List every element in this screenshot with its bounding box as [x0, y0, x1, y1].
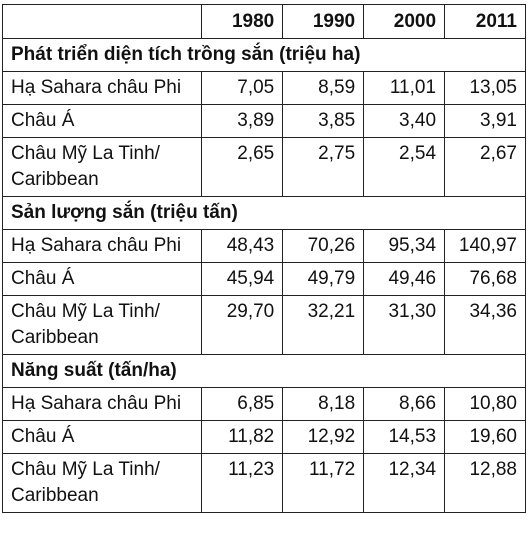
value-cell: 76,68	[444, 262, 526, 296]
value-cell: 12,88	[444, 453, 526, 513]
value-cell: 31,30	[363, 295, 446, 355]
table-container: 1980 1990 2000 2011 Phát triển diện tích…	[1, 4, 526, 513]
table-row: Châu Á 3,89 3,85 3,40 3,91	[1, 104, 526, 138]
value-cell: 10,80	[444, 387, 526, 421]
value-cell: 11,01	[363, 71, 446, 105]
value-cell: 3,85	[282, 104, 365, 138]
value-cell: 2,75	[282, 137, 365, 197]
cassava-data-table: 1980 1990 2000 2011 Phát triển diện tích…	[1, 4, 526, 513]
value-cell: 2,67	[444, 137, 526, 197]
value-cell: 29,70	[201, 295, 284, 355]
value-cell: 11,23	[201, 453, 284, 513]
section-row-area: Phát triển diện tích trồng sắn (triệu ha…	[2, 38, 526, 72]
value-cell: 2,65	[201, 137, 284, 197]
row-label: Hạ Sahara châu Phi	[1, 387, 203, 421]
section-title-yield: Năng suất (tấn/ha)	[2, 354, 526, 388]
value-cell: 140,97	[444, 229, 526, 263]
header-row: 1980 1990 2000 2011	[1, 4, 526, 39]
value-cell: 19,60	[444, 420, 526, 454]
header-year-2011: 2011	[444, 4, 526, 39]
table-row: Châu Mỹ La Tinh/ Caribbean 2,65 2,75 2,5…	[1, 137, 526, 197]
value-cell: 7,05	[201, 71, 284, 105]
value-cell: 3,89	[201, 104, 284, 138]
value-cell: 13,05	[444, 71, 526, 105]
table-row: Châu Mỹ La Tinh/ Caribbean 29,70 32,21 3…	[1, 295, 526, 355]
row-label: Châu Mỹ La Tinh/ Caribbean	[1, 453, 203, 513]
section-title-production: Sản lượng sắn (triệu tấn)	[2, 196, 526, 230]
section-row-production: Sản lượng sắn (triệu tấn)	[2, 196, 526, 230]
value-cell: 49,79	[282, 262, 365, 296]
section-title-area: Phát triển diện tích trồng sắn (triệu ha…	[2, 38, 526, 72]
row-label: Châu Mỹ La Tinh/ Caribbean	[1, 137, 203, 197]
value-cell: 8,66	[363, 387, 446, 421]
table-row: Châu Mỹ La Tinh/ Caribbean 11,23 11,72 1…	[1, 453, 526, 513]
row-label: Hạ Sahara châu Phi	[1, 229, 203, 263]
value-cell: 3,40	[363, 104, 446, 138]
row-label: Châu Á	[1, 104, 203, 138]
value-cell: 48,43	[201, 229, 284, 263]
value-cell: 6,85	[201, 387, 284, 421]
value-cell: 14,53	[363, 420, 446, 454]
value-cell: 8,59	[282, 71, 365, 105]
value-cell: 8,18	[282, 387, 365, 421]
header-year-1980: 1980	[201, 4, 284, 39]
value-cell: 70,26	[282, 229, 365, 263]
header-year-1990: 1990	[282, 4, 365, 39]
value-cell: 11,82	[201, 420, 284, 454]
value-cell: 32,21	[282, 295, 365, 355]
value-cell: 45,94	[201, 262, 284, 296]
value-cell: 34,36	[444, 295, 526, 355]
value-cell: 12,92	[282, 420, 365, 454]
value-cell: 2,54	[363, 137, 446, 197]
value-cell: 3,91	[444, 104, 526, 138]
header-corner-cell	[1, 4, 203, 39]
table-row: Hạ Sahara châu Phi 7,05 8,59 11,01 13,05	[1, 71, 526, 105]
value-cell: 49,46	[363, 262, 446, 296]
table-row: Châu Á 45,94 49,79 49,46 76,68	[1, 262, 526, 296]
header-year-2000: 2000	[363, 4, 446, 39]
row-label: Châu Á	[1, 420, 203, 454]
value-cell: 11,72	[282, 453, 365, 513]
value-cell: 12,34	[363, 453, 446, 513]
section-row-yield: Năng suất (tấn/ha)	[2, 354, 526, 388]
row-label: Châu Á	[1, 262, 203, 296]
table-row: Châu Á 11,82 12,92 14,53 19,60	[1, 420, 526, 454]
row-label: Châu Mỹ La Tinh/ Caribbean	[1, 295, 203, 355]
row-label: Hạ Sahara châu Phi	[1, 71, 203, 105]
table-row: Hạ Sahara châu Phi 48,43 70,26 95,34 140…	[1, 229, 526, 263]
value-cell: 95,34	[363, 229, 446, 263]
table-row: Hạ Sahara châu Phi 6,85 8,18 8,66 10,80	[1, 387, 526, 421]
